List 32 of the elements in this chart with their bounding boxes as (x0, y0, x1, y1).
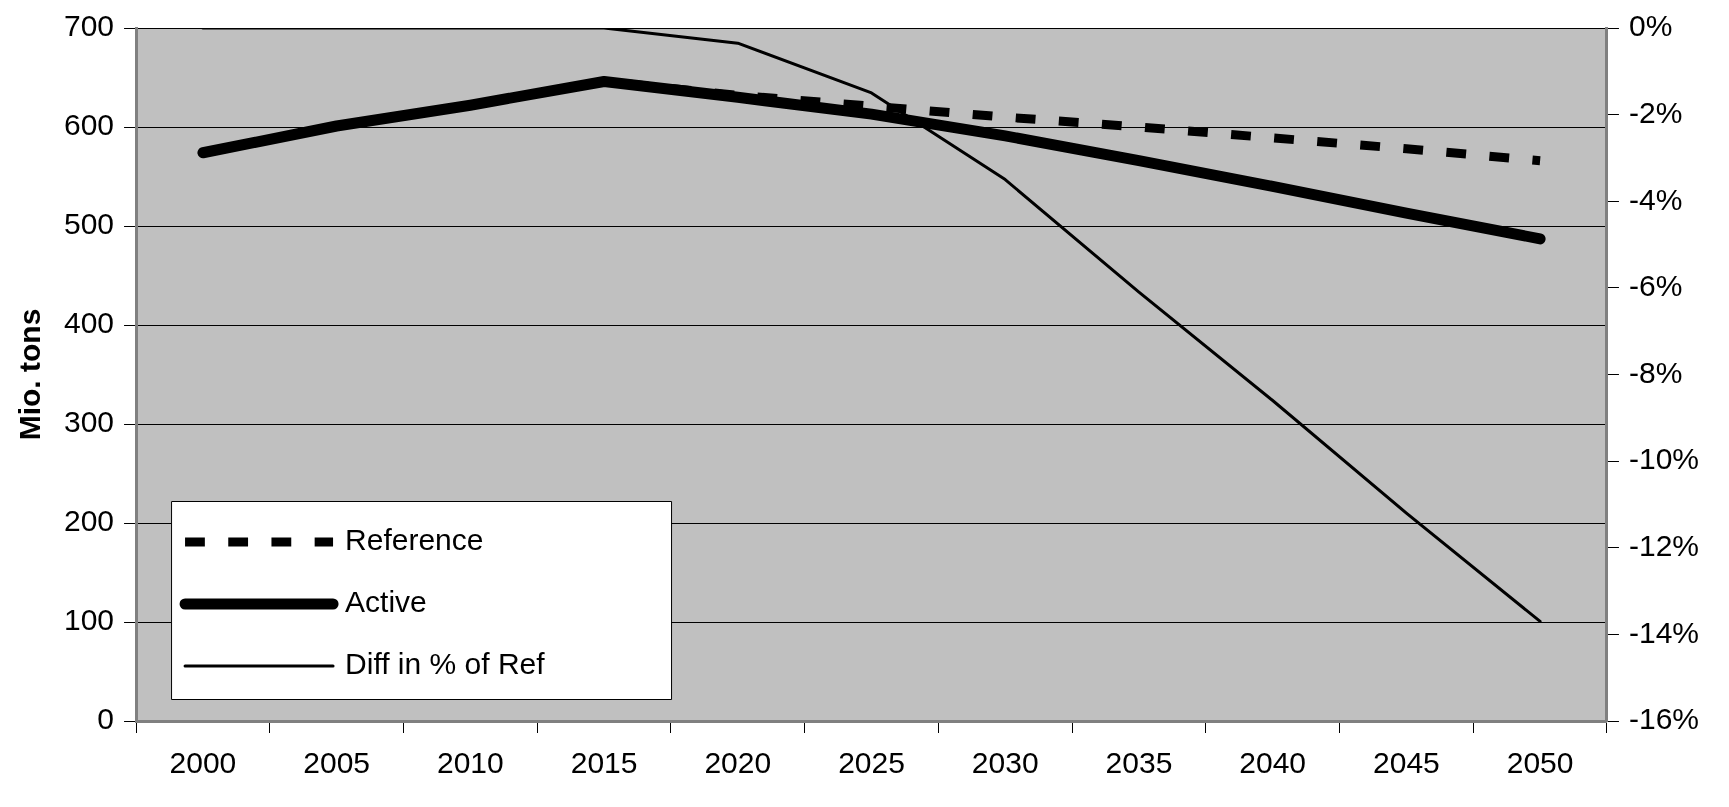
y2-tick-label: -12% (1628, 529, 1700, 563)
y2-tick-label: -16% (1628, 702, 1700, 736)
y2-tick-label: -6% (1628, 269, 1683, 303)
x-tick-label: 2025 (838, 746, 905, 780)
y-tick-label: 200 (63, 504, 115, 538)
y2-tick-label: 0% (1628, 9, 1673, 43)
y-tick-label: 500 (63, 207, 115, 241)
x-tick-label: 2020 (704, 746, 772, 780)
x-tick-label: 2035 (1105, 746, 1173, 780)
x-tick-label: 2000 (169, 746, 237, 780)
x-tick-label: 2030 (971, 746, 1039, 780)
x-tick-label: 2010 (436, 746, 504, 780)
y-tick-label: 300 (63, 405, 115, 439)
y-axis-title: Mio. tons (13, 308, 47, 441)
y-tick-label: 0 (97, 702, 115, 736)
legend-label: Reference (345, 523, 484, 557)
y2-tick-label: -2% (1628, 95, 1683, 129)
y2-tick-label: -4% (1628, 182, 1683, 216)
legend-label: Active (345, 585, 427, 619)
y2-tick-label: -14% (1628, 615, 1700, 649)
y2-tick-label: -8% (1628, 355, 1683, 389)
y-tick-label: 400 (63, 306, 115, 340)
x-tick-label: 2045 (1373, 746, 1440, 780)
x-tick-label: 2040 (1239, 746, 1307, 780)
y-tick-label: 100 (63, 603, 115, 637)
x-tick-label: 2005 (303, 746, 371, 780)
y2-tick-label: -10% (1628, 442, 1700, 476)
x-tick-label: 2050 (1506, 746, 1574, 780)
x-tick-label: 2015 (570, 746, 638, 780)
legend-label: Diff in % of Ref (345, 647, 546, 681)
y-tick-label: 700 (63, 9, 115, 43)
y-tick-label: 600 (63, 108, 115, 142)
